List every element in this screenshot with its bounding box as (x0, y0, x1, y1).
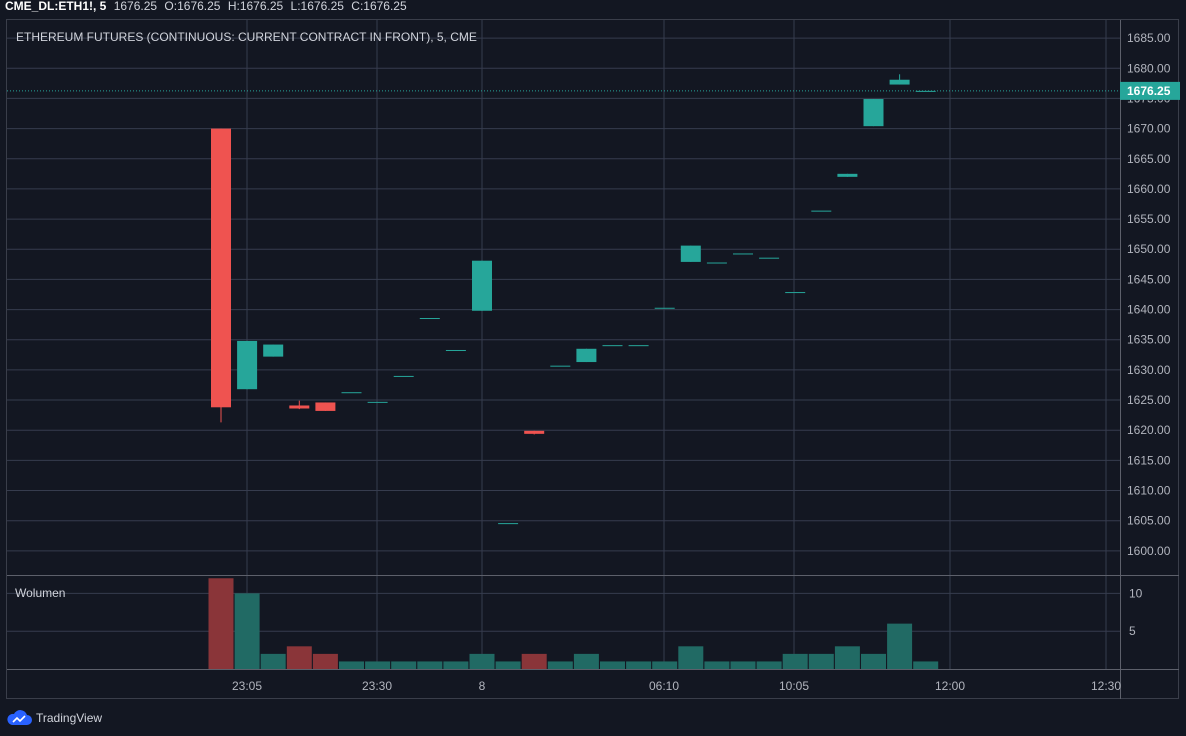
volume-bar (730, 661, 756, 669)
candle-body (602, 345, 623, 347)
volume-bar (600, 661, 625, 669)
volume-bar (547, 661, 573, 669)
brand-label: TradingView (36, 711, 103, 725)
candle-body (628, 345, 649, 347)
candle-body (367, 401, 388, 403)
candle-body (498, 523, 519, 525)
y-tick-label: 1620.00 (1127, 423, 1171, 437)
volume-bar (365, 661, 391, 669)
candle-body (759, 257, 780, 259)
last-price-badge (1120, 81, 1180, 100)
candle-body (889, 79, 910, 85)
cloud-logo-icon (7, 710, 32, 725)
volume-pane-title: Wolumen (15, 586, 66, 600)
volume-bar (887, 623, 913, 669)
volume-bar (782, 653, 808, 669)
y-tick-label: 1665.00 (1127, 152, 1171, 166)
volume-bar (626, 661, 652, 669)
open-label: O:1676.25 (164, 0, 221, 13)
low-label: L:1676.25 (290, 0, 344, 13)
candle-body (915, 90, 936, 92)
candle-body (341, 392, 362, 394)
candle-body (289, 405, 310, 409)
volume-bar (652, 661, 678, 669)
y-tick-label: 1680.00 (1127, 61, 1171, 75)
volume-bar (861, 653, 886, 669)
candle-body (393, 375, 414, 377)
close-label: C:1676.25 (351, 0, 407, 13)
volume-tick-label: 10 (1129, 586, 1143, 600)
x-tick-label: 06:10 (649, 679, 679, 693)
candle-body (654, 307, 675, 309)
candle-body (785, 292, 806, 294)
symbol-info-bar: CME_DL:ETH1!, 5 1676.25 O:1676.25 H:1676… (0, 0, 1186, 16)
volume-bar (469, 653, 495, 669)
y-tick-label: 1655.00 (1127, 212, 1171, 226)
y-tick-label: 1625.00 (1127, 393, 1171, 407)
y-tick-label: 1660.00 (1127, 182, 1171, 196)
y-tick-label: 1615.00 (1127, 453, 1171, 467)
volume-bar (573, 653, 599, 669)
volume-bar (312, 653, 338, 669)
high-label: H:1676.25 (227, 0, 284, 13)
volume-bar (417, 661, 443, 669)
x-tick-label: 8 (479, 679, 486, 693)
y-tick-label: 1605.00 (1127, 514, 1171, 528)
volume-bar (495, 661, 521, 669)
y-tick-label: 1600.00 (1127, 544, 1171, 558)
volume-bar (234, 593, 260, 669)
volume-bar (521, 653, 547, 669)
x-tick-label: 12:00 (935, 679, 965, 693)
volume-bar (913, 661, 939, 669)
tradingview-branding[interactable]: TradingView (6, 708, 102, 728)
candle-body (863, 99, 884, 127)
volume-bar (339, 661, 364, 669)
volume-bar (260, 653, 286, 669)
candle-body (419, 318, 440, 320)
candle-body (237, 340, 258, 390)
volume-bar (208, 578, 234, 669)
y-tick-label: 1685.00 (1127, 31, 1171, 45)
candle-body (680, 245, 701, 262)
x-tick-label: 12:30 (1091, 679, 1121, 693)
volume-bar (808, 653, 834, 669)
y-tick-label: 1630.00 (1127, 363, 1171, 377)
open-value: 1676.25 (113, 0, 158, 13)
y-tick-label: 1645.00 (1127, 272, 1171, 286)
symbol-label[interactable]: CME_DL:ETH1!, 5 (5, 0, 107, 13)
candle-body (550, 365, 571, 367)
volume-bar (756, 661, 782, 669)
y-tick-label: 1610.00 (1127, 484, 1171, 498)
candle-body (211, 128, 231, 408)
x-tick-label: 23:05 (232, 679, 262, 693)
candle-body (315, 402, 336, 411)
volume-bar (443, 661, 469, 669)
y-tick-label: 1635.00 (1127, 333, 1171, 347)
volume-bar (678, 646, 704, 669)
candle-body (837, 173, 858, 177)
y-tick-label: 1650.00 (1127, 242, 1171, 256)
candle-body (706, 262, 727, 264)
volume-bar (704, 661, 730, 669)
last-price-label: 1676.25 (1127, 84, 1171, 98)
volume-bar (391, 661, 417, 669)
volume-bar (286, 646, 312, 669)
x-tick-label: 23:30 (362, 679, 392, 693)
candle-body (733, 253, 753, 255)
candle-body (811, 210, 832, 212)
volume-bar (834, 646, 860, 669)
volume-tick-label: 5 (1129, 624, 1136, 638)
candle-body (263, 344, 284, 357)
x-tick-label: 10:05 (779, 679, 809, 693)
candle-body (524, 430, 545, 434)
candle-body (576, 348, 597, 363)
candle-body (445, 349, 466, 351)
y-tick-label: 1640.00 (1127, 303, 1171, 317)
candle-body (472, 260, 492, 311)
chart-title: ETHEREUM FUTURES (CONTINUOUS: CURRENT CO… (16, 30, 477, 44)
y-tick-label: 1670.00 (1127, 122, 1171, 136)
